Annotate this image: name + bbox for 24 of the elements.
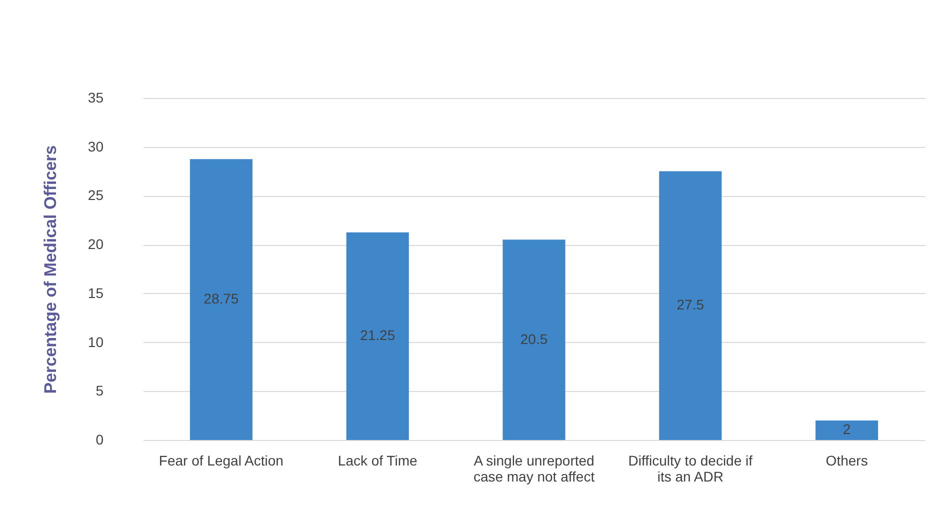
x-tick-label: Others — [826, 452, 868, 468]
data-label: 28.75 — [204, 290, 239, 307]
y-axis-title: Percentage of Medical Officers — [40, 145, 60, 394]
x-tick-label: A single unreported case may not affect — [473, 452, 595, 484]
bar — [816, 420, 878, 440]
bar — [190, 159, 252, 440]
bar — [346, 232, 409, 440]
x-tick-label: Difficulty to decide if its an ADR — [628, 452, 753, 484]
data-label: 2 — [842, 421, 851, 438]
data-label: 20.5 — [520, 330, 548, 347]
y-tick-label: 25 — [88, 187, 104, 204]
x-tick-label: Lack of Time — [338, 452, 418, 468]
y-tick-label: 10 — [88, 334, 104, 350]
y-tick-label: 30 — [88, 138, 104, 154]
y-tick-label: 35 — [88, 90, 104, 106]
data-label: 21.25 — [360, 327, 396, 344]
bar — [502, 240, 566, 440]
y-tick-label: 20 — [88, 236, 104, 252]
y-tick-label: 0 — [96, 432, 104, 448]
data-label: 27.5 — [676, 296, 704, 313]
y-tick-label: 15 — [88, 284, 104, 301]
bar — [659, 171, 722, 440]
x-tick-label: Fear of Legal Action — [158, 452, 284, 468]
y-tick-label: 5 — [96, 382, 104, 399]
